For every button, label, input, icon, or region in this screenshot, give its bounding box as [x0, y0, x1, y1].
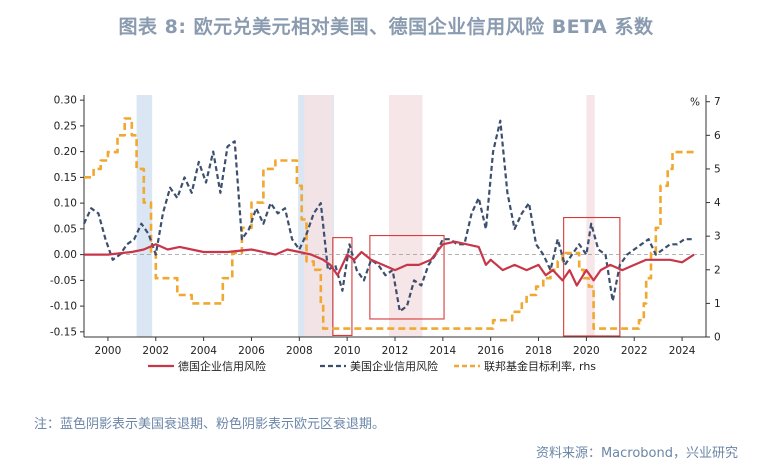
y-tick-label-7: -0.05 [50, 275, 77, 287]
ez-recession-band-2 [586, 95, 595, 337]
x-tick-label-4: 2008 [286, 345, 313, 357]
y2-tick-label-1: 6 [714, 130, 721, 142]
y2-tick-label-5: 2 [714, 264, 721, 276]
legend: 德国企业信用风险 美国企业信用风险 联邦基金目标利率, rhs [148, 359, 596, 373]
chart-axes: 0.30 0.25 0.20 0.15 0.10 0.05 0.00 -0.05 -0.10 -0… [50, 95, 721, 357]
series-line-us [83, 119, 694, 313]
y2-tick-label-4: 3 [714, 231, 721, 243]
y2-tick-label-2: 5 [714, 163, 721, 175]
x-tick-label-1: 2002 [142, 345, 169, 357]
x-tick-label-12: 2024 [669, 345, 696, 357]
y2-tick-label-3: 4 [714, 197, 721, 209]
recession-bands [136, 95, 595, 337]
y-tick-label-9: -0.15 [50, 326, 77, 338]
source-label: 资料来源：Macrobond，兴业研究 [535, 446, 738, 461]
x-tick-label-7: 2014 [429, 345, 456, 357]
y2-tick-label-7: 0 [714, 332, 721, 344]
x-tick-label-10: 2020 [573, 345, 600, 357]
legend-label-1: 美国企业信用风险 [350, 359, 438, 373]
x-tick-label-5: 2010 [334, 345, 361, 357]
x-tick-label-8: 2016 [477, 345, 504, 357]
highlight-box-1 [369, 235, 445, 320]
y2-unit-label: % [690, 97, 700, 109]
y-tick-label-5: 0.05 [54, 223, 77, 235]
highlight-box-2 [563, 216, 621, 337]
y-tick-label-6: 0.00 [54, 249, 77, 261]
x-tick-label-9: 2018 [525, 345, 552, 357]
us-recession-band-0 [136, 95, 153, 337]
x-tick-label-2: 2004 [190, 345, 217, 357]
y-tick-label-4: 0.10 [54, 198, 77, 210]
y-tick-label-0: 0.30 [54, 95, 77, 107]
footnote: 注：蓝色阴影表示美国衰退期、粉色阴影表示欧元区衰退期。 [34, 417, 386, 432]
ez-recession-band-0 [304, 95, 333, 337]
series-lines [83, 117, 697, 330]
x-tick-label-6: 2012 [382, 345, 409, 357]
legend-label-2: 联邦基金目标利率, rhs [484, 359, 596, 373]
y-tick-label-8: -0.10 [50, 301, 77, 313]
chart-title: 图表 8: 欧元兑美元相对美国、德国企业信用风险 BETA 系数 [118, 16, 654, 38]
x-tick-label-11: 2022 [621, 345, 648, 357]
chart: 0.30 0.25 0.20 0.15 0.10 0.05 0.00 -0.05 -0.10 -0… [50, 95, 721, 373]
y-tick-label-3: 0.15 [54, 172, 77, 184]
x-tick-label-3: 2006 [238, 345, 265, 357]
legend-label-0: 德国企业信用风险 [178, 359, 266, 373]
y-tick-label-1: 0.25 [54, 120, 77, 132]
x-tick-label-0: 2000 [95, 345, 122, 357]
highlight-boxes [332, 216, 621, 337]
series-line-fed-rate [84, 117, 697, 330]
y-tick-label-2: 0.20 [54, 146, 77, 158]
y2-tick-label-6: 1 [714, 298, 721, 310]
ez-recession-band-1 [389, 95, 423, 337]
highlight-box-0 [332, 237, 353, 337]
y2-tick-label-0: 7 [714, 96, 721, 108]
series-line-germany [84, 240, 695, 287]
